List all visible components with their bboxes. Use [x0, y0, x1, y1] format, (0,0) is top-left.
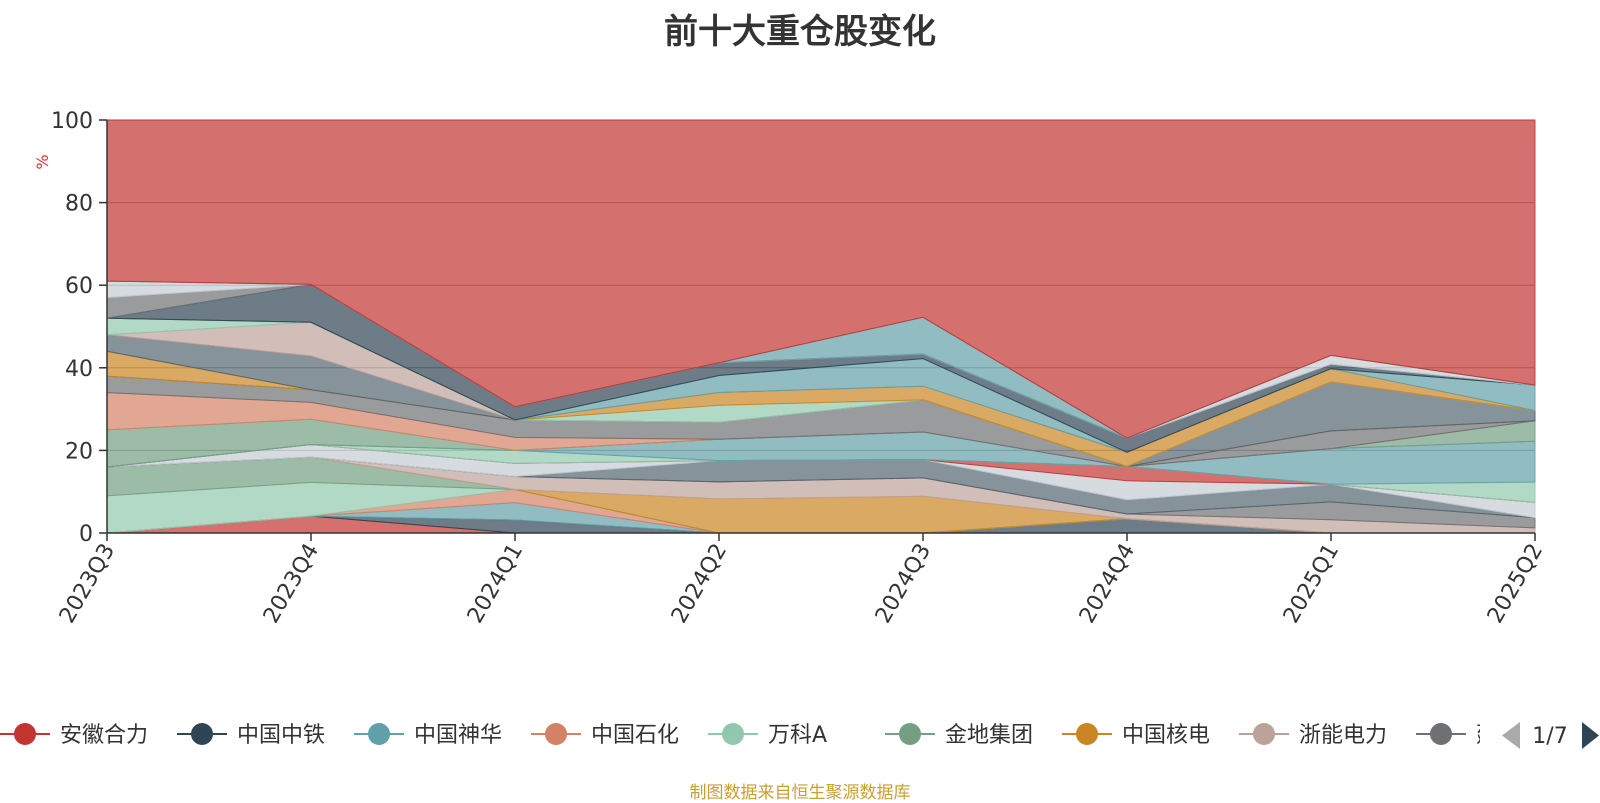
y-tick-label: 100	[51, 109, 93, 134]
legend-items: 安徽合力 中国中铁 中国神华 中国石化 万科A 金地集团 中国核电 浙能电力 建设	[0, 723, 1520, 748]
legend-marker	[1430, 723, 1452, 745]
legend-item[interactable]: 万科A	[708, 723, 827, 748]
legend-item[interactable]: 中国核电	[1062, 723, 1210, 748]
legend-label: 安徽合力	[60, 723, 148, 748]
x-tick-label: 2025Q2	[1483, 540, 1548, 628]
legend-label: 浙能电力	[1299, 723, 1387, 748]
legend-item[interactable]: 中国神华	[354, 723, 502, 748]
y-unit-label: %	[33, 154, 52, 169]
legend-marker	[1076, 723, 1098, 745]
legend-label: 万科A	[768, 723, 827, 748]
y-tick-label: 20	[65, 439, 93, 464]
legend-label: 中国核电	[1122, 723, 1210, 748]
source-note: 制图数据来自恒生聚源数据库	[689, 783, 911, 803]
legend-label: 中国中铁	[237, 723, 325, 748]
legend-marker	[722, 723, 744, 745]
legend-label: 中国神华	[414, 723, 502, 748]
legend-marker	[191, 723, 213, 745]
y-tick-label: 60	[65, 274, 93, 299]
legend: 安徽合力 中国中铁 中国神华 中国石化 万科A 金地集团 中国核电 浙能电力 建设 1/7	[0, 722, 1599, 749]
triangle-left-icon[interactable]	[1502, 722, 1520, 749]
area-series-27	[106, 119, 1536, 439]
legend-label: 金地集团	[945, 723, 1033, 748]
legend-marker	[545, 723, 567, 745]
x-tick-label: 2024Q1	[463, 540, 528, 628]
legend-item[interactable]: 中国石化	[531, 723, 679, 748]
x-tick-label: 2024Q2	[667, 540, 732, 628]
legend-marker	[1253, 723, 1275, 745]
x-tick-label: 2023Q4	[259, 540, 324, 628]
x-tick-label: 2025Q1	[1279, 540, 1344, 628]
legend-page-indicator: 1/7	[1532, 724, 1567, 749]
legend-item[interactable]: 安徽合力	[0, 723, 148, 748]
area-layer	[106, 119, 1536, 534]
legend-item[interactable]: 金地集团	[885, 723, 1033, 748]
y-tick-label: 80	[65, 192, 93, 217]
x-tick-label: 2024Q4	[1075, 540, 1140, 628]
legend-item[interactable]: 中国中铁	[177, 723, 325, 748]
legend-label: 建设	[1476, 723, 1520, 748]
legend-marker	[14, 723, 36, 745]
legend-marker	[368, 723, 390, 745]
legend-marker	[899, 723, 921, 745]
legend-item[interactable]: 建设	[1416, 723, 1520, 748]
legend-label: 中国石化	[591, 723, 679, 748]
y-tick-label: 40	[65, 357, 93, 382]
legend-item[interactable]: 浙能电力	[1239, 723, 1387, 748]
x-tick-label: 2024Q3	[871, 540, 936, 628]
x-tick-label: 2023Q3	[55, 540, 120, 628]
triangle-right-icon[interactable]	[1582, 722, 1599, 749]
y-tick-label: 0	[79, 522, 93, 547]
chart-title: 前十大重仓股变化	[664, 12, 936, 52]
